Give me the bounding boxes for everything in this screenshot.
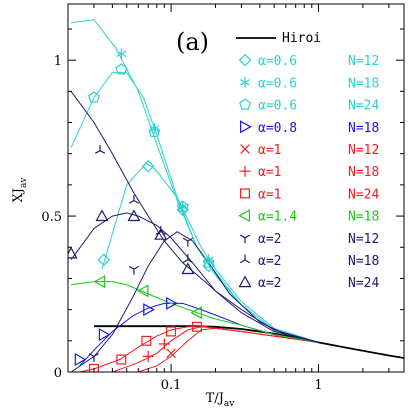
data-point-8-1: [136, 284, 149, 298]
data-point-10-1: [128, 194, 140, 204]
data-point-8-0: [93, 275, 106, 289]
legend-n-2: N=18: [348, 76, 379, 91]
x-tick-label-0: 0.1: [161, 378, 182, 393]
y-tick-label-1: 0.5: [41, 210, 62, 225]
series-line-8: [71, 281, 319, 343]
legend-marker-2: [239, 76, 251, 88]
data-point-4-3: [166, 296, 178, 310]
legend-n-1: N=12: [348, 54, 379, 69]
legend-n-11: N=24: [348, 276, 379, 291]
legend-n-8: N=18: [348, 210, 379, 225]
legend-alpha-6: α=1: [258, 165, 281, 180]
data-point-7-0: [88, 363, 99, 372]
legend-n-7: N=24: [348, 187, 379, 202]
legend-marker-4: [240, 120, 252, 134]
data-point-4-2: [143, 303, 155, 317]
y-axis-label: XJav: [11, 177, 29, 203]
legend-n-4: N=18: [348, 121, 379, 136]
data-point-2-2: [177, 201, 188, 213]
legend-alpha-3: α=0.6: [258, 99, 297, 114]
series-line-0: [94, 325, 404, 359]
legend-n-6: N=18: [348, 165, 379, 180]
legend-alpha-2: α=0.6: [258, 76, 297, 91]
data-point-3-4: [202, 256, 215, 268]
panel-label: (a): [176, 28, 209, 56]
legend-marker-8: [238, 209, 250, 223]
legend-marker-7: [240, 188, 251, 199]
data-point-5-0: [166, 348, 176, 359]
data-point-9-2: [182, 237, 193, 247]
series-markers: [68, 48, 216, 372]
data-point-7-2: [141, 335, 152, 346]
series-line-7: [79, 325, 319, 372]
legend-n-5: N=12: [348, 143, 379, 158]
data-point-3-3: [176, 200, 189, 212]
data-point-4-0: [74, 352, 87, 367]
data-point-11-2: [127, 209, 141, 222]
data-point-10-0: [94, 145, 106, 154]
legend-alpha-7: α=1: [258, 187, 281, 202]
data-point-1-0: [97, 253, 111, 267]
data-point-3-0: [87, 91, 100, 103]
legend-n-10: N=18: [348, 254, 379, 269]
data-point-6-1: [158, 338, 170, 350]
legend-marker-10: [239, 254, 251, 264]
legend-alpha-5: α=1: [258, 143, 281, 158]
data-point-6-0: [142, 350, 154, 362]
data-point-9-0: [88, 353, 100, 362]
series-line-10: [70, 91, 319, 343]
x-axis-label-subscript: av: [224, 399, 235, 409]
plot-frame: [67, 3, 405, 373]
legend-marker-5: [240, 144, 250, 154]
data-point-7-1: [116, 354, 127, 365]
y-tick-label-0: 0: [54, 366, 62, 381]
data-point-11-1: [95, 209, 109, 222]
legend-label-0: Hiroi: [282, 31, 321, 46]
legend-marker-6: [239, 165, 251, 177]
data-point-11-0: [68, 246, 78, 259]
data-point-1-1: [141, 159, 155, 173]
legend-alpha-8: α=1.4: [258, 210, 297, 225]
legend-alpha-11: α=2: [258, 276, 281, 291]
y-tick-label-2: 1: [54, 54, 62, 69]
data-point-11-3: [154, 228, 168, 240]
data-point-2-3: [203, 254, 214, 266]
legend-marker-11: [238, 275, 252, 288]
data-point-2-0: [116, 48, 127, 60]
x-tick-label-1: 1: [314, 378, 322, 393]
series-line-11: [70, 212, 319, 343]
axis-ticks: 0.1 1 0 0.5 1: [41, 4, 404, 393]
data-point-7-4: [192, 321, 203, 332]
legend-n-3: N=24: [348, 99, 379, 114]
y-axis-label-subscript: av: [19, 177, 29, 188]
y-axis-label-main: XJ: [11, 188, 26, 202]
data-point-3-2: [148, 125, 161, 137]
data-point-8-2: [190, 306, 202, 320]
series-line-1: [101, 162, 319, 343]
series-line-3: [70, 72, 319, 344]
legend-alpha-1: α=0.6: [258, 54, 297, 69]
legend-alpha-9: α=2: [258, 232, 281, 247]
data-point-3-1: [115, 63, 128, 75]
data-point-10-3: [182, 254, 193, 263]
data-point-9-1: [128, 265, 140, 275]
x-axis-label: T/Jav: [206, 391, 236, 409]
legend-marker-3: [239, 98, 251, 110]
series-line-9: [70, 231, 319, 372]
legend: Hiroi α=0.6 N=12 α=0.6 N=18 α=0.6 N=24 α=0.8 N=1…: [236, 31, 379, 291]
x-axis-label-main: T/J: [206, 391, 224, 406]
data-point-7-3: [166, 326, 177, 337]
legend-alpha-4: α=0.8: [258, 121, 297, 136]
legend-marker-1: [238, 53, 252, 67]
legend-marker-9: [239, 234, 251, 244]
legend-n-9: N=12: [348, 232, 379, 247]
data-point-2-1: [149, 123, 160, 135]
data-point-11-4: [181, 262, 195, 275]
data-point-4-1: [98, 328, 111, 342]
legend-alpha-10: α=2: [258, 254, 281, 269]
